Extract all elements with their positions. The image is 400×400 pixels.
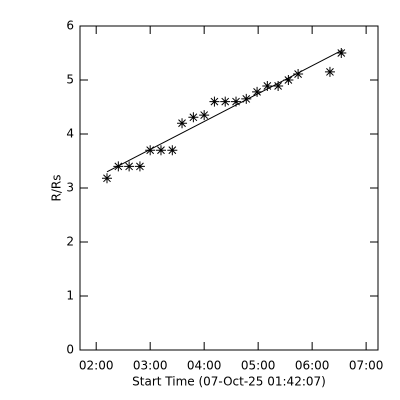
x-tick-label: 05:00 [241, 359, 276, 373]
y-tick-label: 5 [66, 73, 74, 87]
data-point [145, 145, 156, 156]
data-point [209, 96, 220, 107]
y-axis-label: R/Rs [50, 175, 64, 202]
data-point [293, 69, 304, 80]
data-point [134, 161, 145, 172]
data-point [231, 96, 242, 107]
fit-line [106, 49, 344, 173]
data-point [241, 93, 252, 104]
x-tick-label: 03:00 [133, 359, 168, 373]
y-tick-label: 3 [66, 181, 74, 195]
data-point [167, 145, 178, 156]
data-point [124, 161, 135, 172]
data-point [177, 118, 188, 129]
y-tick-label: 2 [66, 235, 74, 249]
data-point [220, 96, 231, 107]
x-tick-label: 02:00 [79, 359, 114, 373]
data-point [155, 145, 166, 156]
y-tick-label: 1 [66, 289, 74, 303]
data-point [262, 80, 273, 91]
data-point [252, 86, 263, 97]
y-tick-label: 6 [66, 19, 74, 33]
data-point [101, 173, 112, 184]
data-point [324, 66, 335, 77]
data-point [188, 112, 199, 123]
y-tick-label: 0 [66, 343, 74, 357]
x-tick-label: 04:00 [187, 359, 222, 373]
x-axis-label: Start Time (07-Oct-25 01:42:07) [132, 375, 326, 389]
x-tick-label: 06:00 [295, 359, 330, 373]
y-tick-label: 4 [66, 127, 74, 141]
data-point [336, 48, 347, 58]
data-point [283, 75, 294, 85]
x-tick-label: 07:00 [349, 359, 384, 373]
data-point [199, 110, 210, 121]
data-point [273, 80, 284, 91]
